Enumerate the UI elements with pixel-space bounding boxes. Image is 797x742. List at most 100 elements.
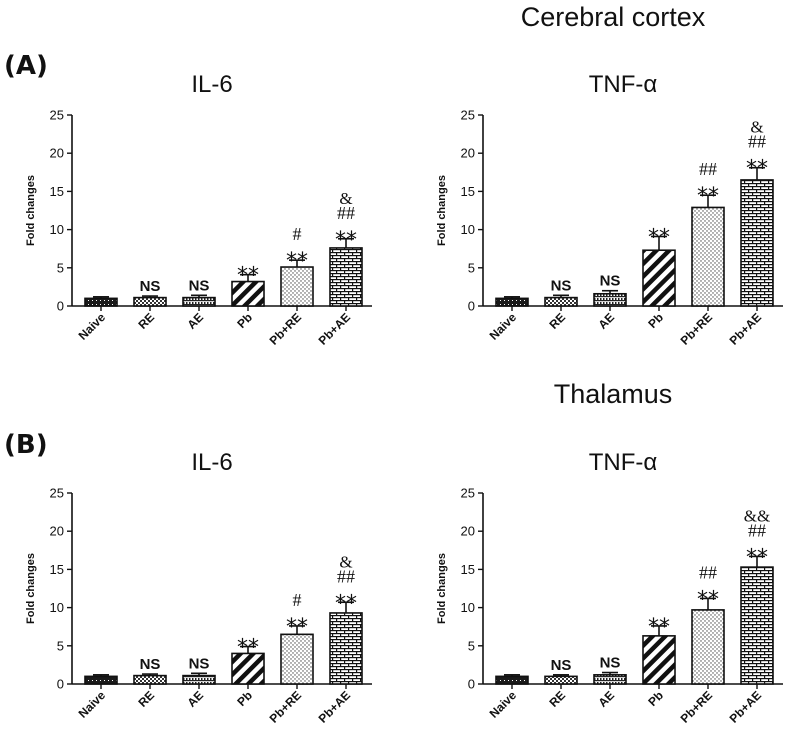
- bar-ae: [182, 296, 216, 307]
- significance-stars: **: [335, 228, 357, 253]
- y-tick-label: 0: [57, 677, 64, 692]
- bar-pb-ae: [740, 566, 774, 685]
- region-cerebral-cortex: Cerebral cortex: [521, 2, 706, 32]
- bar-pb: [642, 635, 676, 685]
- significance-ns: NS: [600, 273, 621, 290]
- chart-b-il6: IL-6 0 5 10 15 20 25 Fold changes Naive RE NS AE NS P…: [25, 449, 372, 726]
- chart-a-il6: IL-6 0 5 10 15 20 25 Fold changes Naive RE NS AE NS P…: [25, 71, 372, 348]
- x-tick-label-pb-re: Pb+RE: [267, 310, 304, 347]
- x-tick-label-pb: Pb: [645, 310, 666, 331]
- x-tick-label-pb: Pb: [645, 688, 666, 709]
- significance-stars: **: [648, 225, 670, 250]
- significance-hash: ##: [699, 562, 717, 582]
- x-tick-label-pb-re: Pb+RE: [678, 688, 715, 725]
- x-tick-label-ae: AE: [595, 310, 617, 332]
- y-tick-label: 5: [468, 260, 475, 275]
- bar-ae: [182, 674, 216, 685]
- bar-pb-re: [691, 206, 725, 307]
- significance-ns: NS: [189, 277, 210, 294]
- panel-a-label: (A): [4, 51, 48, 81]
- y-tick-label: 20: [461, 146, 475, 161]
- x-tick-label-pb-re: Pb+RE: [267, 688, 304, 725]
- bar-pb-ae: [740, 179, 774, 307]
- y-tick-label: 10: [461, 600, 475, 615]
- y-axis-label: Fold changes: [436, 553, 448, 624]
- bar-pb-re: [280, 266, 314, 307]
- x-tick-label-pb-ae: Pb+AE: [727, 310, 764, 347]
- bar-naive: [495, 675, 529, 685]
- bar-naive: [495, 297, 529, 307]
- significance-ns: NS: [140, 656, 161, 673]
- significance-hash: #: [293, 224, 302, 244]
- bar-ae: [593, 674, 627, 685]
- significance-hash: ##: [748, 132, 766, 152]
- x-tick-label-naive: Naive: [487, 310, 520, 343]
- x-tick-label-pb-ae: Pb+AE: [316, 310, 353, 347]
- y-tick-label: 10: [50, 600, 64, 615]
- significance-stars: **: [746, 157, 768, 182]
- significance-hash: ##: [748, 520, 766, 540]
- bar-pb-ae: [329, 247, 363, 307]
- y-tick-label: 15: [50, 562, 64, 577]
- bar-ae: [593, 292, 627, 307]
- bar-naive: [84, 297, 118, 307]
- significance-amp: &: [750, 118, 763, 137]
- chart-b-tnf: TNF-α 0 5 10 15 20 25 Fold changes Naive RE NS AE NS…: [436, 449, 783, 726]
- y-tick-label: 0: [57, 299, 64, 314]
- y-tick-label: 20: [50, 524, 64, 539]
- chart-title: IL-6: [191, 449, 232, 476]
- significance-hash: ##: [337, 203, 355, 223]
- x-tick-label-pb-ae: Pb+AE: [727, 688, 764, 725]
- bar-re: [544, 296, 578, 307]
- x-tick-label-re: RE: [546, 310, 568, 332]
- significance-stars: **: [746, 545, 768, 570]
- x-tick-label-pb: Pb: [234, 688, 255, 709]
- x-tick-label-pb-ae: Pb+AE: [316, 688, 353, 725]
- y-tick-label: 5: [57, 638, 64, 653]
- x-tick-label-re: RE: [546, 688, 568, 710]
- chart-title: TNF-α: [589, 71, 658, 98]
- x-tick-label-re: RE: [135, 310, 157, 332]
- x-tick-label-naive: Naive: [487, 688, 520, 721]
- x-tick-label-naive: Naive: [76, 688, 109, 721]
- x-tick-label-pb: Pb: [234, 310, 255, 331]
- x-tick-label-ae: AE: [184, 688, 206, 710]
- chart-title: TNF-α: [589, 449, 658, 476]
- significance-hash: #: [293, 590, 302, 610]
- significance-ns: NS: [551, 277, 572, 294]
- significance-stars: **: [697, 587, 719, 612]
- y-tick-label: 25: [461, 108, 475, 123]
- y-tick-label: 25: [50, 486, 64, 501]
- y-tick-label: 25: [50, 108, 64, 123]
- significance-hash: ##: [699, 159, 717, 179]
- y-tick-label: 5: [468, 638, 475, 653]
- y-tick-label: 10: [50, 222, 64, 237]
- bar-pb-ae: [329, 612, 363, 685]
- bar-pb-re: [691, 609, 725, 685]
- significance-stars: **: [237, 636, 259, 661]
- chart-title: IL-6: [191, 71, 232, 98]
- y-tick-label: 15: [50, 184, 64, 199]
- significance-amp: &: [339, 552, 352, 571]
- significance-stars: **: [697, 184, 719, 209]
- chart-a-tnf: TNF-α 0 5 10 15 20 25 Fold changes Naive RE NS AE NS…: [436, 71, 783, 348]
- x-tick-label-ae: AE: [184, 310, 206, 332]
- bar-pb-re: [280, 633, 314, 685]
- x-tick-label-re: RE: [135, 688, 157, 710]
- significance-stars: **: [648, 615, 670, 640]
- x-tick-label-naive: Naive: [76, 310, 109, 343]
- bar-pb: [642, 249, 676, 307]
- y-tick-label: 15: [461, 184, 475, 199]
- significance-stars: **: [286, 615, 308, 640]
- significance-stars: **: [335, 591, 357, 616]
- x-tick-label-pb-re: Pb+RE: [678, 310, 715, 347]
- bar-pb: [231, 652, 265, 685]
- significance-ns: NS: [189, 655, 210, 672]
- panel-b-label: (B): [4, 430, 48, 460]
- significance-amp: &: [339, 189, 352, 208]
- x-tick-label-ae: AE: [595, 688, 617, 710]
- significance-ns: NS: [140, 278, 161, 295]
- y-tick-label: 25: [461, 486, 475, 501]
- significance-hash: ##: [337, 566, 355, 586]
